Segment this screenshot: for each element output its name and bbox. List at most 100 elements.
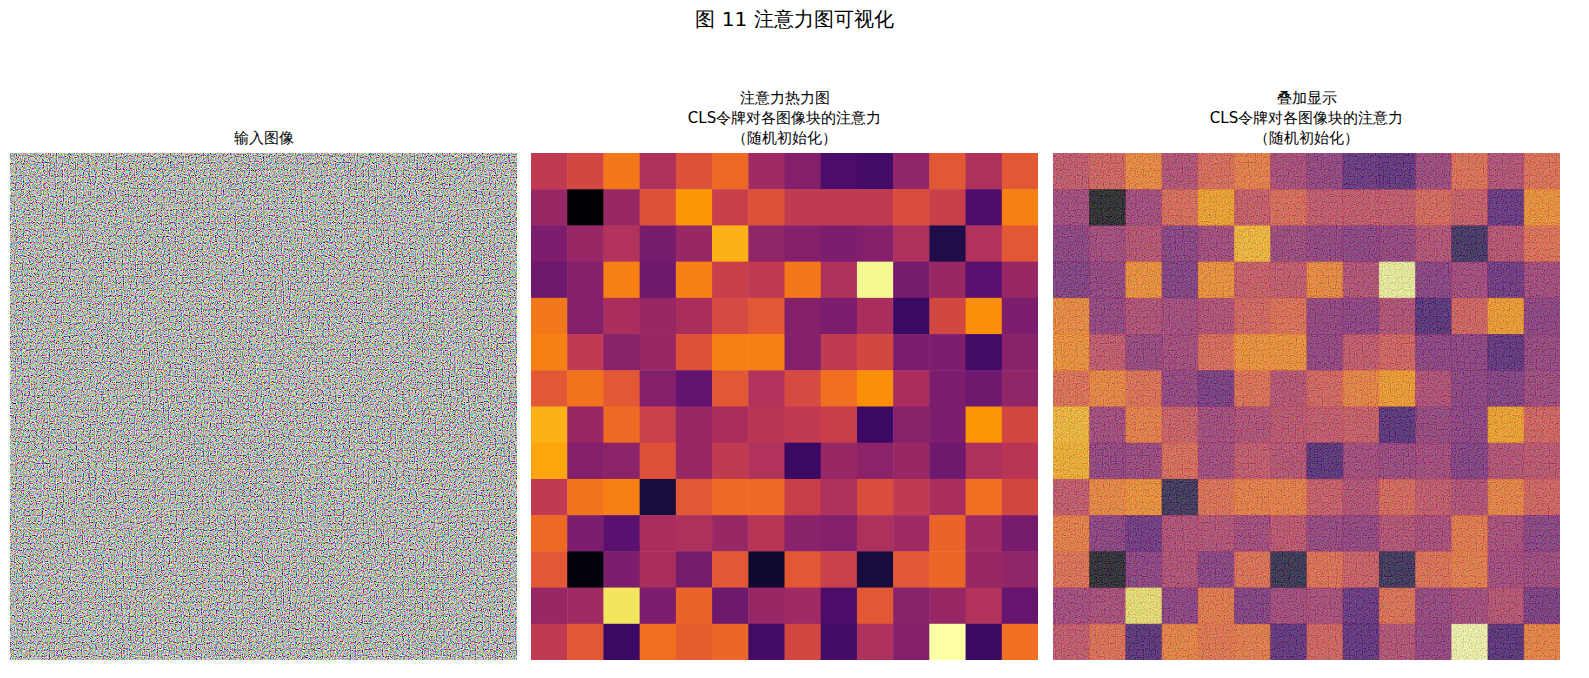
heatmap-cell [1002,407,1038,444]
heatmap-cell [1234,189,1271,226]
heatmap-cell [929,479,966,516]
heatmap-cell [1488,153,1525,190]
heatmap-cell [1198,370,1235,407]
heatmap-cell [785,334,822,371]
heatmap-cell [640,153,677,190]
heatmap-cell [1488,225,1525,262]
heatmap-cell [676,334,713,371]
heatmap-cell [1089,225,1126,262]
heatmap-cell [1379,515,1416,552]
heatmap-cell [1343,479,1380,516]
heatmap-cell [1002,515,1038,552]
heatmap-cell [567,407,604,444]
heatmap-cell [1234,407,1271,444]
heatmap-cell [966,262,1003,299]
heatmap-cell [966,370,1003,407]
heatmap-cell [1234,624,1271,660]
heatmap-cell [748,515,785,552]
heatmap-cell [676,407,713,444]
heatmap-cell [603,443,640,480]
heatmap-cell [857,262,894,299]
heatmap-cell [1162,551,1199,588]
heatmap-cell [1270,588,1307,625]
heatmap-cell [929,225,966,262]
heatmap-cell [966,298,1003,335]
heatmap-cell [1198,515,1235,552]
heatmap-cell [1379,370,1416,407]
heatmap-cell [821,189,858,226]
heatmap-cell [1125,189,1162,226]
heatmap-cell [1198,298,1235,335]
heatmap-cell [1270,153,1307,190]
heatmap-cell [1125,407,1162,444]
heatmap-cell [640,551,677,588]
heatmap-cell [748,153,785,190]
heatmap-cell [893,298,930,335]
heatmap-cell [531,189,568,226]
heatmap-cell [1089,189,1126,226]
heatmap-cell [1343,262,1380,299]
heatmap-cell [567,479,604,516]
heatmap-cell [821,624,858,660]
heatmap-cell [1089,479,1126,516]
heatmap-cell [1343,225,1380,262]
heatmap-cell [1451,407,1488,444]
heatmap-cell [1451,551,1488,588]
heatmap-cell [821,551,858,588]
heatmap-cell [1198,551,1235,588]
heatmap-cell [893,225,930,262]
heatmap-cell [712,443,749,480]
heatmap-cell [1343,624,1380,660]
heatmap-cell [1524,370,1560,407]
heatmap-cell [603,588,640,625]
heatmap-cell [1307,189,1344,226]
heatmap-cell [1270,443,1307,480]
heatmap-cell [1270,298,1307,335]
heatmap-cell [1415,515,1452,552]
heatmap-cell [821,479,858,516]
heatmap-cell [712,624,749,660]
heatmap-cell [748,624,785,660]
heatmap-cell [1198,588,1235,625]
heatmap-cell [785,479,822,516]
heatmap-cell [893,189,930,226]
heatmap-cell [929,370,966,407]
heatmap-cell [857,443,894,480]
heatmap-cell [1270,262,1307,299]
heatmap-cell [1198,443,1235,480]
heatmap-cell [712,515,749,552]
heatmap-cell [1307,443,1344,480]
heatmap-cell [1053,370,1090,407]
heatmap-cell [1488,588,1525,625]
heatmap-cell [1162,189,1199,226]
noise-image [10,153,517,660]
heatmap-cell [603,515,640,552]
heatmap-cell [676,588,713,625]
heatmap-cell [1002,334,1038,371]
heatmap-cell [785,515,822,552]
heatmap-cell [1379,225,1416,262]
panel-title: CLS令牌对各图像块的注意力 [688,109,881,127]
heatmap-cell [640,479,677,516]
heatmap-cell [966,334,1003,371]
heatmap-cell [1524,153,1560,190]
heatmap-cell [748,262,785,299]
heatmap-cell [603,262,640,299]
heatmap-cell [929,153,966,190]
heatmap-cell [966,153,1003,190]
figure-title: 图 11 注意力图可视化 [695,7,893,31]
heatmap-cell [821,443,858,480]
heatmap-cell [1415,479,1452,516]
heatmap-cell [748,334,785,371]
heatmap-cell [712,189,749,226]
heatmap-cell [1198,407,1235,444]
heatmap-cell [821,515,858,552]
heatmap-cell [531,624,568,660]
heatmap-cells [1053,153,1560,660]
heatmap-cell [821,407,858,444]
heatmap-cell [1125,624,1162,660]
heatmap-cell [857,588,894,625]
heatmap-cell [893,588,930,625]
heatmap-cell [567,588,604,625]
heatmap-cell [1379,443,1416,480]
